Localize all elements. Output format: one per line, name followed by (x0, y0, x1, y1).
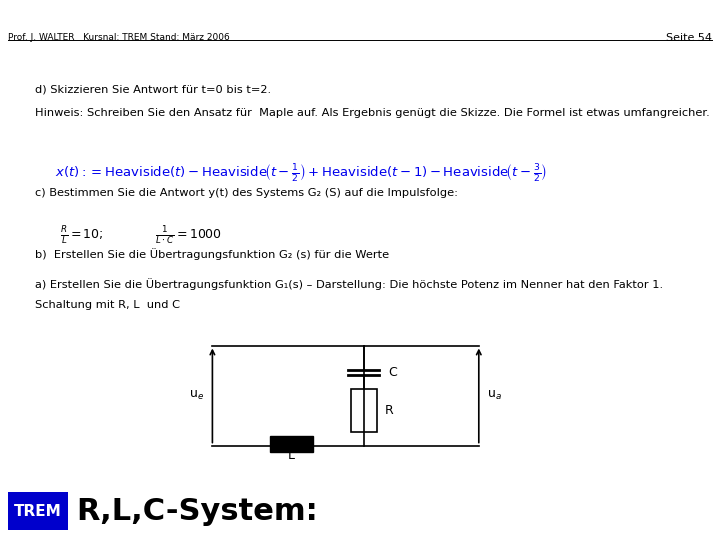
Text: u$_e$: u$_e$ (189, 389, 204, 402)
Text: Seite 54: Seite 54 (666, 33, 712, 43)
Text: C: C (388, 366, 397, 379)
Bar (270, 436, 313, 452)
Text: $x(t):=\mathrm{Heaviside}(t)-\mathrm{Heaviside}\!\left(t-\frac{1}{2}\right)+\mat: $x(t):=\mathrm{Heaviside}(t)-\mathrm{Hea… (55, 162, 547, 184)
Text: $\frac{R}{L}=10;$: $\frac{R}{L}=10;$ (60, 224, 104, 246)
Text: Schaltung mit R, L  und C: Schaltung mit R, L und C (35, 300, 180, 310)
Text: R,L,C-System:: R,L,C-System: (76, 496, 318, 525)
Text: $\frac{1}{L \cdot C}=1000$: $\frac{1}{L \cdot C}=1000$ (155, 224, 222, 246)
Text: TREM: TREM (14, 503, 62, 518)
Bar (351, 389, 377, 432)
Text: R: R (385, 404, 394, 417)
Text: b)  Erstellen Sie die Übertragungsfunktion G₂ (s) für die Werte: b) Erstellen Sie die Übertragungsfunktio… (35, 248, 389, 260)
Text: L: L (288, 449, 295, 462)
Text: d) Skizzieren Sie Antwort für t=0 bis t=2.: d) Skizzieren Sie Antwort für t=0 bis t=… (35, 84, 271, 94)
Text: Hinweis: Schreiben Sie den Ansatz für  Maple auf. Als Ergebnis genügt die Skizze: Hinweis: Schreiben Sie den Ansatz für Ma… (35, 108, 710, 118)
Bar (8, 492, 68, 530)
Text: a) Erstellen Sie die Übertragungsfunktion G₁(s) – Darstellung: Die höchste Poten: a) Erstellen Sie die Übertragungsfunktio… (35, 278, 663, 290)
Text: Prof. J. WALTER   Kursnal: TREM Stand: März 2006: Prof. J. WALTER Kursnal: TREM Stand: Mär… (8, 33, 230, 42)
Text: c) Bestimmen Sie die Antwort y(t) des Systems Ġ₂ (S) auf die Impulsfolge:: c) Bestimmen Sie die Antwort y(t) des Sy… (35, 188, 458, 198)
Text: u$_a$: u$_a$ (487, 389, 503, 402)
